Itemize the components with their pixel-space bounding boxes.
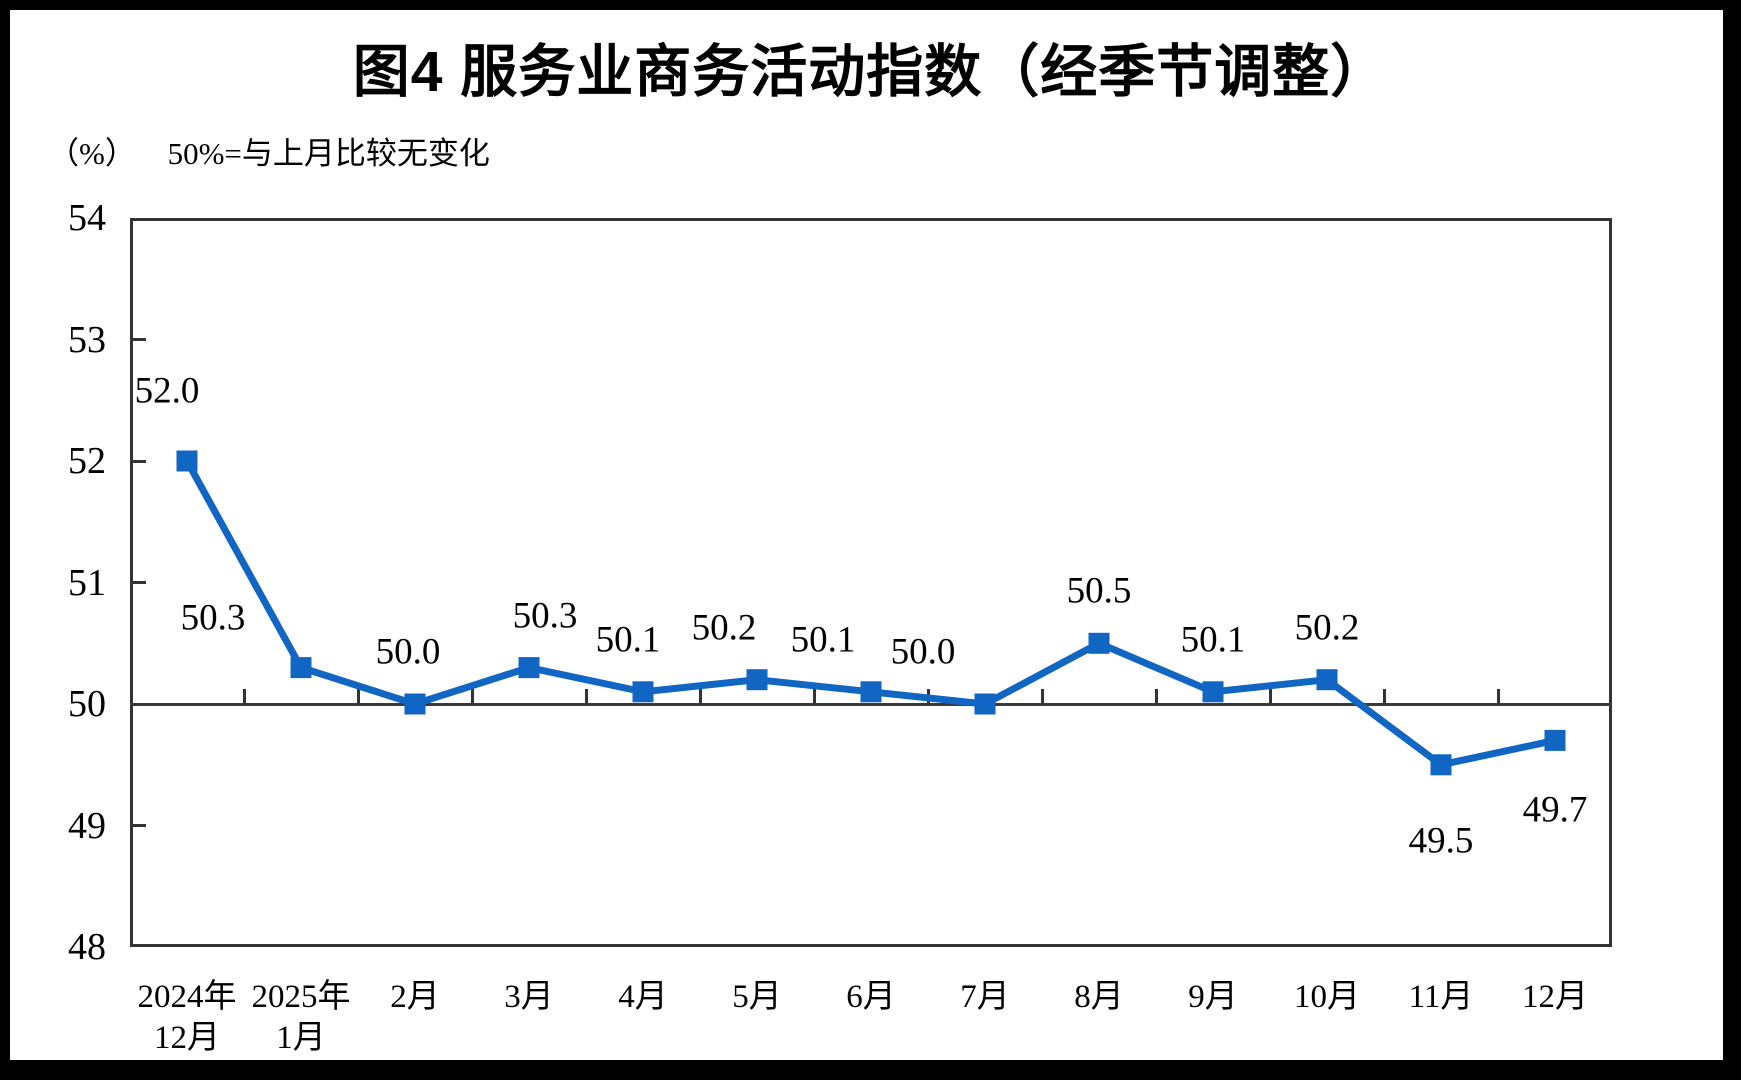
x-axis-label-line: 12月 [1522, 979, 1588, 1015]
y-axis-label: 48 [68, 926, 106, 968]
y-axis-label: 53 [68, 318, 106, 361]
data-point-marker [518, 657, 540, 679]
data-point-marker [1316, 669, 1338, 691]
data-point-label: 50.3 [180, 597, 246, 639]
y-axis-label: 51 [68, 561, 106, 604]
x-axis-label-line: 10月 [1294, 979, 1360, 1015]
data-point-marker [1088, 632, 1110, 654]
data-point-label: 50.1 [595, 619, 661, 661]
x-axis-tick [356, 689, 360, 704]
data-point-marker [860, 681, 882, 703]
x-axis-label-line: 4月 [618, 979, 668, 1015]
data-point-label: 52.0 [134, 370, 200, 412]
x-axis-label: 9月 [1188, 977, 1238, 1018]
y-axis-label: 54 [68, 197, 106, 239]
data-point-label: 50.0 [375, 631, 441, 673]
x-axis-label: 4月 [618, 977, 668, 1018]
x-axis-label: 2024年 12月 [138, 977, 237, 1059]
data-point-marker [1430, 754, 1452, 776]
x-axis-tick [1496, 689, 1500, 704]
chart-title: 图4 服务业商务活动指数（经季节调整） [352, 40, 1389, 104]
data-point-label: 50.5 [1066, 570, 1132, 612]
y-axis-label: 50 [68, 683, 106, 725]
x-axis-label: 10月 [1294, 977, 1360, 1018]
y-axis-unit-label: （%） [48, 136, 136, 171]
x-axis-tick [1382, 689, 1386, 704]
data-point-marker [404, 693, 426, 715]
y-axis-tick [130, 459, 146, 463]
x-axis-label-line: 2025年 [251, 979, 351, 1015]
data-point-label: 49.5 [1408, 820, 1474, 862]
x-axis-tick [1154, 689, 1158, 704]
y-axis-tick [130, 581, 146, 584]
data-point-marker [632, 681, 654, 703]
x-axis-label-line: 9月 [1188, 979, 1238, 1015]
chart-subtitle: （%） 50%=与上月比较无变化 [48, 128, 490, 173]
y-axis-label: 52 [68, 440, 106, 482]
x-axis-tick [1268, 689, 1272, 704]
data-point-label: 50.1 [1180, 619, 1246, 661]
data-point-marker [290, 657, 312, 679]
data-point-label: 50.2 [1294, 607, 1360, 649]
x-axis-label-line: 2024年 [137, 979, 237, 1015]
x-axis-label: 2月 [390, 977, 440, 1018]
x-axis-label-line: 3月 [504, 979, 554, 1015]
data-point-marker [1202, 681, 1224, 703]
data-point-marker [176, 450, 198, 472]
reference-note: 50%=与上月比较无变化 [167, 136, 490, 171]
data-point-marker [1544, 729, 1566, 751]
x-axis-tick [698, 689, 702, 704]
x-axis-label-line: 7月 [960, 979, 1010, 1015]
x-axis-label-line: 6月 [846, 979, 896, 1015]
data-point-marker [746, 669, 768, 691]
y-axis-tick [130, 338, 146, 341]
x-axis-label: 12月 [1522, 977, 1588, 1018]
y-axis-tick [130, 824, 146, 827]
x-axis-label-line: 2月 [390, 979, 440, 1015]
x-axis-label-line: 8月 [1074, 979, 1124, 1015]
x-axis-label-line: 5月 [732, 979, 782, 1015]
x-axis-label: 8月 [1074, 977, 1124, 1018]
data-point-marker [974, 693, 996, 715]
x-axis-tick [1040, 689, 1044, 704]
x-axis-tick [584, 689, 588, 704]
data-point-label: 50.2 [691, 607, 757, 649]
chart-background-panel [10, 10, 1723, 1060]
x-axis-tick [470, 689, 474, 704]
x-axis-tick [812, 689, 816, 704]
x-axis-label: 7月 [960, 977, 1010, 1018]
x-axis-label-line: 11月 [1408, 979, 1474, 1015]
reference-line-50 [130, 702, 1612, 706]
x-axis-label: 6月 [846, 977, 896, 1018]
data-point-label: 49.7 [1522, 789, 1588, 831]
x-axis-label-line: 1月 [276, 1020, 326, 1056]
x-axis-label: 5月 [732, 977, 782, 1018]
data-point-label: 50.0 [890, 631, 956, 673]
data-point-label: 50.3 [512, 595, 578, 637]
x-axis-label: 11月 [1409, 977, 1474, 1018]
x-axis-label: 2025年 1月 [252, 977, 351, 1059]
x-axis-label-line: 12月 [154, 1020, 220, 1056]
data-point-label: 50.1 [790, 619, 856, 661]
y-axis-label: 49 [68, 804, 106, 847]
x-axis-label: 3月 [504, 977, 554, 1018]
x-axis-tick [242, 689, 246, 704]
